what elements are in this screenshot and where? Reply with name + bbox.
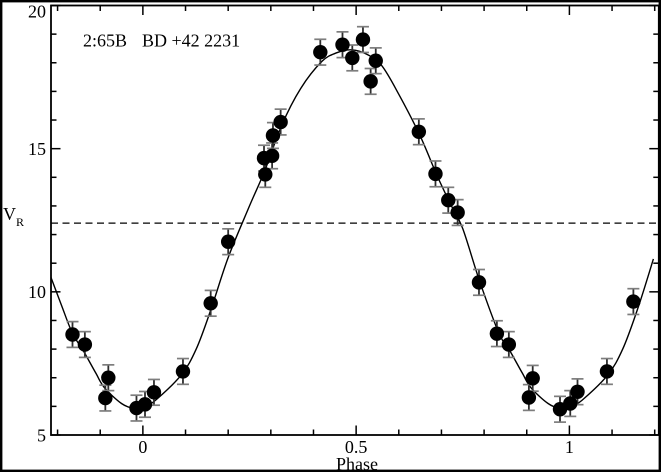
data-point (175, 364, 191, 379)
data-point (563, 396, 578, 411)
data-point (335, 37, 350, 52)
plot-title: 2:65B BD +42 2231 (83, 31, 240, 51)
y-tick-label: 5 (37, 425, 46, 445)
x-axis-label: Phase (336, 454, 378, 474)
data-point (273, 114, 288, 130)
data-point (363, 74, 378, 89)
data-point (313, 44, 328, 60)
fit-curve (50, 49, 655, 410)
data-point (428, 166, 443, 182)
star-id: 2:65B (83, 31, 127, 51)
data-point (450, 205, 465, 220)
data-point (626, 294, 641, 309)
data-point (77, 337, 93, 352)
plot-frame (50, 4, 660, 436)
data-point (220, 234, 236, 249)
data-point (521, 390, 537, 405)
x-tick-label: 0.5 (345, 437, 368, 457)
x-tick-label: 0 (138, 437, 147, 457)
y-tick-label: 15 (28, 139, 46, 159)
star-designation: BD +42 2231 (142, 31, 240, 51)
data-point (501, 337, 517, 352)
data-point (471, 275, 487, 290)
y-tick-label: 20 (28, 1, 46, 21)
data-point (570, 384, 585, 399)
data-point (258, 167, 273, 182)
data-point (525, 371, 540, 386)
data-point (368, 53, 383, 68)
data-point (264, 148, 280, 164)
data-point (355, 32, 371, 47)
y-axis-label-main: V (3, 204, 16, 224)
data-point (345, 50, 360, 66)
x-tick-label: 1 (565, 437, 574, 457)
data-point (599, 364, 615, 379)
y-tick-label: 10 (28, 282, 46, 302)
data-point (265, 128, 281, 143)
data-point (489, 326, 505, 341)
data-point (441, 193, 456, 208)
data-point (146, 385, 162, 400)
data-point (101, 370, 116, 385)
data-point (65, 327, 80, 342)
data-point (411, 124, 427, 139)
data-point (203, 296, 218, 311)
data-point (98, 390, 113, 406)
y-axis-label-subscript: R (16, 215, 24, 229)
data-point (137, 397, 153, 412)
y-axis-label: VR (3, 204, 24, 229)
